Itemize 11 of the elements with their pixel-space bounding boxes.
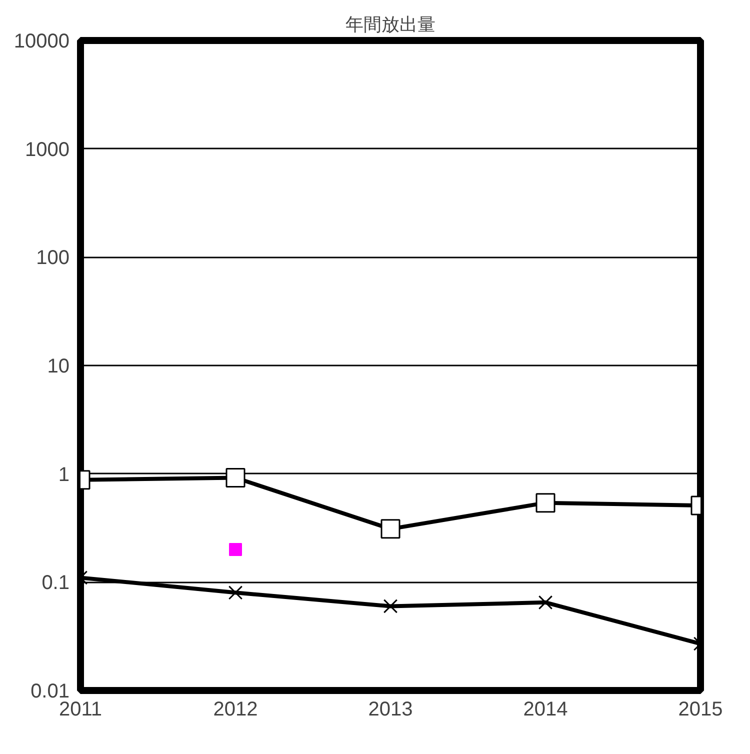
y-tick-label: 1: [58, 464, 70, 486]
x-tick-label: 2013: [368, 698, 413, 720]
x-tick-label: 2015: [678, 698, 723, 720]
y-tick-label: 100: [36, 247, 70, 270]
y-tick-label: 10000: [14, 30, 70, 52]
chart-title: 年間放出量: [346, 14, 436, 36]
y-tick-label: 0.1: [42, 572, 70, 594]
x-tick-label: 2012: [213, 698, 258, 720]
x-tick-label: 2014: [523, 698, 568, 720]
y-tick-label: 1000: [25, 138, 70, 161]
y-tick-label: 10: [47, 356, 70, 378]
